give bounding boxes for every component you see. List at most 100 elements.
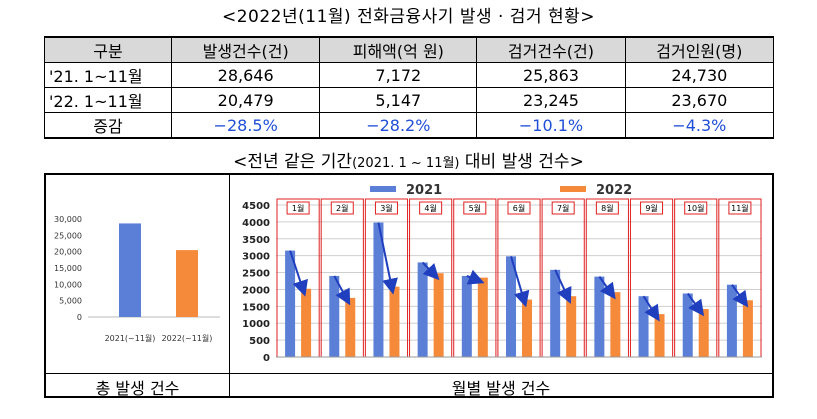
bar-2022	[389, 286, 400, 357]
legend-swatch	[370, 186, 396, 192]
row-label: 증감	[44, 112, 172, 139]
table-row: '21. 1~11월 28,646 7,172 25,863 24,730	[44, 62, 775, 88]
month-label: 2월	[336, 203, 348, 213]
month-label: 4월	[424, 203, 436, 213]
bar	[176, 250, 198, 317]
bar-2021	[373, 222, 384, 357]
month-box	[718, 198, 762, 358]
table-cell: 7,172	[319, 62, 478, 88]
caption-total: 총 발생 건수	[95, 379, 180, 398]
bar-2021	[285, 250, 296, 357]
chart-frame: 0 5,000 10,000 15,000 20,000 25,000 30,000 2021…	[44, 173, 774, 398]
trend-arrow	[686, 292, 705, 317]
y-tick-label: 3000	[242, 252, 270, 263]
bar-2022	[698, 309, 709, 357]
subtitle-part: <전년 같은 기간	[233, 152, 353, 172]
month-label-box	[551, 201, 575, 215]
table-cell: 23,670	[624, 87, 775, 113]
month-label-box	[640, 201, 664, 215]
bar-2022	[566, 296, 577, 357]
month-label: 5월	[469, 203, 481, 213]
bar-2021	[726, 284, 737, 357]
table-header-row: 구분 발생건수(건) 피해액(억 원) 검거건수(건) 검거인원(명)	[44, 36, 775, 63]
change-cell: −4.3%	[624, 112, 775, 139]
bar-2021	[417, 262, 428, 357]
bar-2022	[301, 288, 312, 357]
change-cell: −28.2%	[319, 112, 478, 139]
table-cell: 28,646	[170, 62, 321, 88]
caption-monthly: 월별 발생 건수	[451, 379, 551, 398]
bar	[119, 223, 141, 317]
y-tick-label: 2000	[242, 285, 270, 296]
month-label-box	[330, 201, 354, 215]
subtitle-period: (2021. 1 ~ 11월)	[352, 156, 460, 171]
bar-2021	[638, 296, 649, 357]
frame-divider	[229, 175, 230, 396]
monthly-chart: 2021 2022 0 500 1000 1500 2000 2500 3000 3500 4000…	[242, 183, 762, 364]
trend-arrow	[333, 275, 351, 306]
month-label: 8월	[601, 203, 613, 213]
month-box	[276, 198, 320, 358]
bar-2022	[654, 314, 665, 357]
month-label: 1월	[292, 203, 304, 213]
month-label: 7월	[557, 203, 569, 213]
month-label-box	[419, 201, 443, 215]
table-cell: 5,147	[319, 87, 478, 113]
trend-arrow	[642, 295, 660, 322]
table-header: 검거인원(명)	[624, 36, 775, 63]
trend-arrow	[598, 276, 616, 300]
trend-arrow	[289, 250, 308, 297]
bar-2022	[742, 300, 753, 357]
row-label: '22. 1~11월	[44, 87, 172, 113]
month-label: 11월	[731, 203, 749, 213]
month-label-box	[728, 201, 752, 215]
table-header: 검거건수(건)	[476, 36, 626, 63]
month-box	[409, 198, 453, 358]
month-label: 6월	[513, 203, 525, 213]
bar-2021	[594, 276, 605, 357]
x-tick-label: 2021(~11월)	[105, 333, 156, 343]
month-label: 9월	[645, 203, 657, 213]
month-box	[541, 198, 585, 358]
row-label: '21. 1~11월	[44, 62, 172, 88]
bar-2021	[461, 275, 472, 357]
bar-2022	[610, 292, 621, 357]
subtitle-part: 대비 발생 건수>	[459, 152, 584, 172]
change-cell: −28.5%	[170, 112, 321, 139]
table-cell: 24,730	[624, 62, 775, 88]
trend-arrow	[421, 261, 440, 281]
month-label-box	[684, 201, 708, 215]
month-box	[629, 198, 674, 358]
y-tick-label: 0	[263, 353, 270, 364]
change-row: 증감 −28.5% −28.2% −10.1% −4.3%	[44, 112, 775, 139]
month-box	[453, 198, 497, 358]
table-header: 피해액(억 원)	[319, 36, 478, 63]
month-label-box	[286, 201, 310, 215]
table-row: '22. 1~11월 20,479 5,147 23,245 23,670	[44, 87, 775, 113]
y-tick-label: 30,000	[54, 215, 82, 224]
bar-2022	[433, 273, 444, 357]
trend-arrow	[554, 269, 572, 304]
caption-divider	[46, 373, 772, 374]
month-box	[497, 198, 541, 358]
bar-2021	[329, 275, 340, 357]
legend-label: 2022	[596, 183, 632, 198]
month-label: 10월	[687, 203, 705, 213]
page-title: <2022년(11월) 전화금융사기 발생 · 검거 현황>	[221, 7, 596, 27]
month-box	[320, 198, 364, 358]
y-tick-label: 10,000	[54, 280, 82, 289]
month-label-box	[463, 201, 487, 215]
y-tick-label: 4500	[242, 201, 270, 212]
y-tick-label: 1000	[242, 319, 270, 330]
month-box	[364, 198, 409, 358]
total-chart: 0 5,000 10,000 15,000 20,000 25,000 30,000 2021…	[54, 215, 220, 343]
table-header: 구분	[44, 36, 172, 63]
legend-swatch	[560, 186, 586, 192]
month-label-box	[595, 201, 619, 215]
x-tick-label: 2022(~11월)	[162, 333, 213, 343]
bar-2021	[550, 269, 561, 357]
month-label-box	[507, 201, 531, 215]
table-header: 발생건수(건)	[170, 36, 321, 63]
trend-arrow	[731, 284, 749, 308]
month-box	[585, 198, 629, 358]
